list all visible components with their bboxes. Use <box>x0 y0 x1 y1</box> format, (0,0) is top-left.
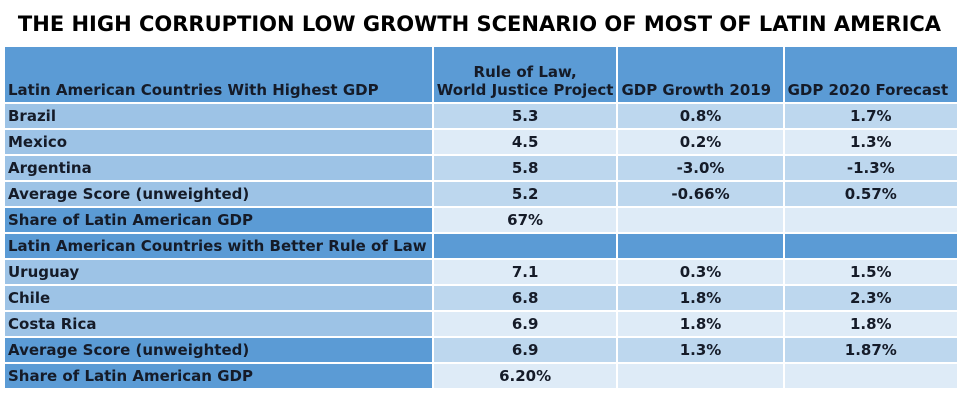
rule-of-law-value: 6.9 <box>433 338 617 362</box>
gdp-2020-forecast-value: 1.7% <box>784 104 957 128</box>
gdp-2020-forecast-value: -1.3% <box>784 156 957 180</box>
table-row-average-better-rule-of-law: Average Score (unweighted) 6.9 1.3% 1.87… <box>5 338 957 362</box>
rule-of-law-value: 5.8 <box>433 156 617 180</box>
rule-of-law-value: 6.9 <box>433 312 617 336</box>
gdp-2020-forecast-value: 0.57% <box>784 182 957 206</box>
row-label: Argentina <box>5 156 432 180</box>
gdp-growth-2019-value <box>618 364 783 388</box>
table-row-mexico: Mexico 4.5 0.2% 1.3% <box>5 130 957 154</box>
gdp-2020-forecast-value <box>784 208 957 232</box>
rule-of-law-value <box>433 234 617 258</box>
header-gdp-2020-forecast: GDP 2020 Forecast <box>784 47 957 102</box>
table-row-average-highest-gdp: Average Score (unweighted) 5.2 -0.66% 0.… <box>5 182 957 206</box>
table-row-uruguay: Uruguay 7.1 0.3% 1.5% <box>5 260 957 284</box>
gdp-2020-forecast-value <box>784 364 957 388</box>
gdp-growth-2019-value: 0.8% <box>618 104 783 128</box>
gdp-growth-2019-value <box>618 234 783 258</box>
rule-of-law-value: 6.20% <box>433 364 617 388</box>
gdp-2020-forecast-value: 1.87% <box>784 338 957 362</box>
row-label: Share of Latin American GDP <box>5 364 432 388</box>
header-rule-of-law-line1: Rule of Law, <box>473 63 577 81</box>
rule-of-law-value: 7.1 <box>433 260 617 284</box>
header-countries: Latin American Countries With Highest GD… <box>5 47 432 102</box>
row-label: Costa Rica <box>5 312 432 336</box>
table-row-brazil: Brazil 5.3 0.8% 1.7% <box>5 104 957 128</box>
table-row-argentina: Argentina 5.8 -3.0% -1.3% <box>5 156 957 180</box>
page-title: THE HIGH CORRUPTION LOW GROWTH SCENARIO … <box>17 12 942 36</box>
table-row-share-better-rule-of-law: Share of Latin American GDP 6.20% <box>5 364 957 388</box>
table-row-chile: Chile 6.8 1.8% 2.3% <box>5 286 957 310</box>
gdp-growth-2019-value <box>618 208 783 232</box>
table-row-share-highest-gdp: Share of Latin American GDP 67% <box>5 208 957 232</box>
gdp-2020-forecast-value: 2.3% <box>784 286 957 310</box>
row-label: Uruguay <box>5 260 432 284</box>
row-label: Mexico <box>5 130 432 154</box>
gdp-growth-2019-value: -3.0% <box>618 156 783 180</box>
row-label: Average Score (unweighted) <box>5 182 432 206</box>
header-rule-of-law: Rule of Law, World Justice Project <box>433 47 617 102</box>
gdp-growth-2019-value: 0.3% <box>618 260 783 284</box>
gdp-2020-forecast-value: 1.5% <box>784 260 957 284</box>
rule-of-law-value: 5.2 <box>433 182 617 206</box>
gdp-2020-forecast-value: 1.8% <box>784 312 957 336</box>
table-row-costa-rica: Costa Rica 6.9 1.8% 1.8% <box>5 312 957 336</box>
gdp-growth-2019-value: -0.66% <box>618 182 783 206</box>
gdp-2020-forecast-value <box>784 234 957 258</box>
section-label: Latin American Countries with Better Rul… <box>5 234 432 258</box>
rule-of-law-value: 5.3 <box>433 104 617 128</box>
gdp-growth-2019-value: 1.8% <box>618 286 783 310</box>
gdp-growth-2019-value: 1.8% <box>618 312 783 336</box>
rule-of-law-value: 4.5 <box>433 130 617 154</box>
header-gdp-growth-2019: GDP Growth 2019 <box>618 47 783 102</box>
section-header-better-rule-of-law: Latin American Countries with Better Rul… <box>5 234 957 258</box>
gdp-growth-2019-value: 0.2% <box>618 130 783 154</box>
rule-of-law-value: 6.8 <box>433 286 617 310</box>
row-label: Share of Latin American GDP <box>5 208 432 232</box>
gdp-growth-2019-value: 1.3% <box>618 338 783 362</box>
rule-of-law-value: 67% <box>433 208 617 232</box>
corruption-growth-table: Latin American Countries With Highest GD… <box>3 45 959 390</box>
gdp-2020-forecast-value: 1.3% <box>784 130 957 154</box>
row-label: Brazil <box>5 104 432 128</box>
row-label: Average Score (unweighted) <box>5 338 432 362</box>
row-label: Chile <box>5 286 432 310</box>
header-row: Latin American Countries With Highest GD… <box>5 47 957 102</box>
header-rule-of-law-line2: World Justice Project <box>436 81 614 99</box>
